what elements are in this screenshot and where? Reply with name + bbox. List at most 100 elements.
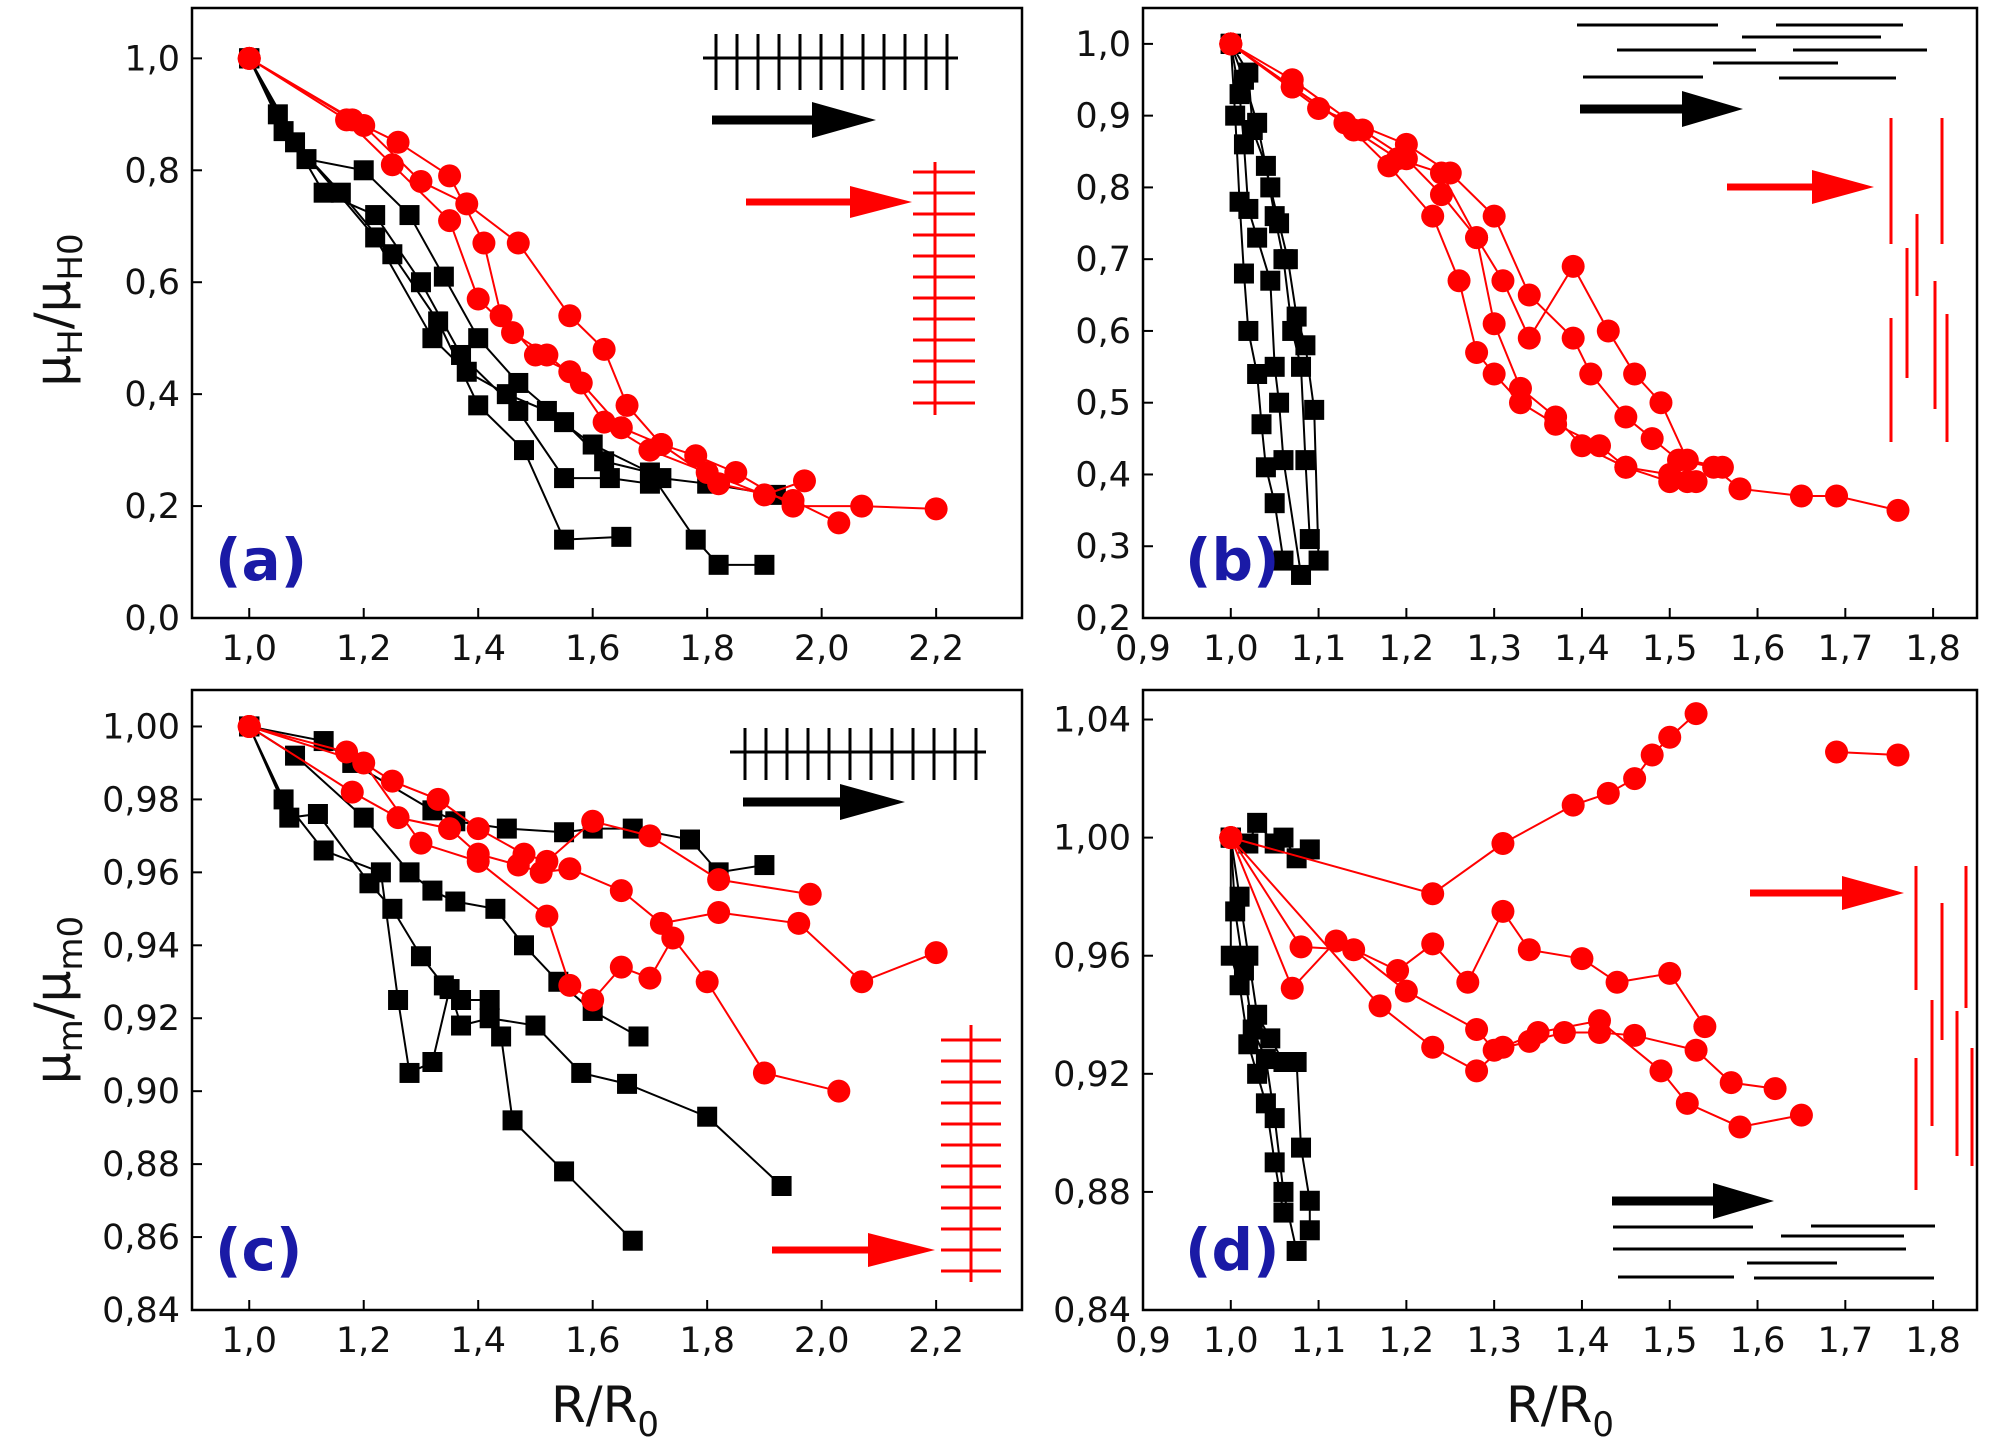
- panel-b-point: [1247, 364, 1268, 384]
- panel-b-x-tick-label: 1,4: [1554, 629, 1610, 669]
- panel-c-point: [445, 891, 466, 912]
- panel-d-x-tick-label: 1,0: [1203, 1321, 1259, 1361]
- panel-b-x-tick-label: 1,1: [1291, 629, 1347, 669]
- panel-c-point: [422, 880, 443, 901]
- panel-b-point: [1561, 254, 1585, 278]
- panel-b-point: [1614, 405, 1638, 429]
- panel-d-point: [1465, 1059, 1489, 1083]
- panel-a-point: [649, 433, 673, 457]
- x-axis-title-left: R/R0: [551, 1376, 659, 1445]
- panel-a-point: [611, 526, 632, 547]
- panel-d-black-arrow-icon: [1612, 1183, 1774, 1219]
- panel-a-frame: [190, 6, 1024, 620]
- panel-c-point: [438, 817, 462, 841]
- panel-b-point: [1517, 326, 1541, 350]
- panel-d-point: [1247, 1004, 1268, 1025]
- panel-c-frame: [190, 688, 1024, 1312]
- panel-c-point: [502, 1110, 523, 1131]
- panel-c-red-arrow-icon: [772, 1233, 935, 1267]
- panel-b-x-tick-label: 1,7: [1817, 629, 1873, 669]
- panel-d-x-tick-label: 1,2: [1379, 1321, 1435, 1361]
- panel-a-point: [754, 554, 775, 575]
- panel-d-point: [1605, 970, 1629, 994]
- panel-d-point: [1299, 1190, 1320, 1211]
- panel-c-point: [451, 990, 472, 1010]
- panel-c-point: [628, 1026, 649, 1047]
- panel-a-point: [594, 451, 615, 472]
- panel-a-x-tick-label: 2,0: [794, 629, 850, 669]
- panel-a-point: [554, 529, 575, 550]
- panel-d-point: [1247, 812, 1268, 833]
- panel-c-point: [695, 970, 719, 994]
- panel-a-y-tick-label: 0,4: [124, 375, 180, 415]
- panel-a-y-tick-label: 0,0: [124, 599, 180, 639]
- panel-c-point: [409, 831, 433, 855]
- panel-d-x-tick-label: 1,7: [1817, 1321, 1873, 1361]
- panel-a-point: [468, 395, 489, 416]
- panel-b-point: [1304, 399, 1325, 420]
- panel-b-point: [1291, 356, 1312, 377]
- panel-b-point: [1264, 356, 1285, 377]
- x-axis-title-right: R/R0: [1506, 1376, 1614, 1445]
- panel-d-point: [1570, 947, 1594, 971]
- panel-b-point: [1544, 405, 1568, 429]
- panel-b-point: [1561, 326, 1585, 350]
- panel-c-point: [422, 1052, 443, 1072]
- panel-c-point: [771, 1176, 792, 1196]
- panel-b-point: [1421, 204, 1445, 228]
- panel-d-point: [1728, 1115, 1752, 1139]
- panel-c-point: [622, 1230, 643, 1251]
- panel-a-point: [466, 287, 490, 311]
- panel-d-point: [1280, 976, 1304, 1000]
- panel-c-point: [335, 740, 359, 764]
- panel-a-point: [410, 272, 431, 293]
- panel-b-series-black-4-line: [1229, 43, 1320, 561]
- panel-c-point: [359, 873, 380, 894]
- panel-d-point: [1286, 1052, 1307, 1072]
- panel-c-point: [638, 824, 662, 848]
- panel-c-y-tick-label: 0,84: [102, 1291, 180, 1331]
- panel-a-point: [599, 468, 620, 489]
- panel-b-inset-red-lines-icon: [1889, 118, 1949, 442]
- panel-a-point: [438, 209, 462, 233]
- panel-d-point: [1517, 938, 1541, 962]
- panel-c-point: [388, 990, 409, 1010]
- panel-c-point: [850, 970, 874, 994]
- panel-b-point: [1596, 319, 1620, 343]
- panel-d-point: [1675, 1091, 1699, 1115]
- y-axis-title-bottom: μm/μm0: [24, 916, 91, 1084]
- panel-b-y-tick-label: 0,6: [1075, 312, 1131, 352]
- panel-b-y-tick-label: 0,7: [1075, 240, 1131, 280]
- panel-d-point: [1299, 839, 1320, 860]
- panel-d-point: [1255, 1049, 1276, 1070]
- panel-c-point: [382, 898, 403, 919]
- panel-c-point: [386, 806, 410, 830]
- panel-a-point: [438, 164, 462, 188]
- panel-b-y-tick-label: 0,9: [1075, 97, 1131, 137]
- panel-a-black-arrow-icon: [712, 102, 876, 138]
- panel-c-point: [410, 946, 431, 967]
- panel-d-x-tick-label: 1,5: [1642, 1321, 1698, 1361]
- panel-b-point: [1728, 477, 1752, 501]
- panel-c-point: [466, 817, 490, 841]
- panel-a-point: [508, 372, 529, 393]
- panel-b-point: [1447, 269, 1471, 293]
- panel-b-point: [1269, 213, 1290, 234]
- panel-a-point: [489, 304, 513, 328]
- panel-b-point: [1342, 118, 1366, 142]
- panel-c-x-tick-label: 1,2: [336, 1321, 392, 1361]
- panel-d-x-tick-label: 1,4: [1554, 1321, 1610, 1361]
- panel-c-point: [707, 868, 731, 892]
- panel-d-point: [1299, 1220, 1320, 1241]
- panel-a-y-tick-label: 0,6: [124, 263, 180, 303]
- panel-a-x-tick-label: 1,8: [679, 629, 735, 669]
- panel-b-point: [1280, 75, 1304, 99]
- panel-b-point: [1386, 147, 1410, 171]
- panel-c-point: [514, 935, 534, 956]
- panel-c-x-tick-label: 2,0: [794, 1321, 850, 1361]
- panel-b-point: [1684, 470, 1708, 494]
- panel-c-point: [638, 966, 662, 990]
- panel-d-y-tick-label: 0,96: [1053, 937, 1131, 977]
- panel-b-point: [1614, 455, 1638, 479]
- panel-c-y-tick-label: 0,98: [102, 780, 180, 820]
